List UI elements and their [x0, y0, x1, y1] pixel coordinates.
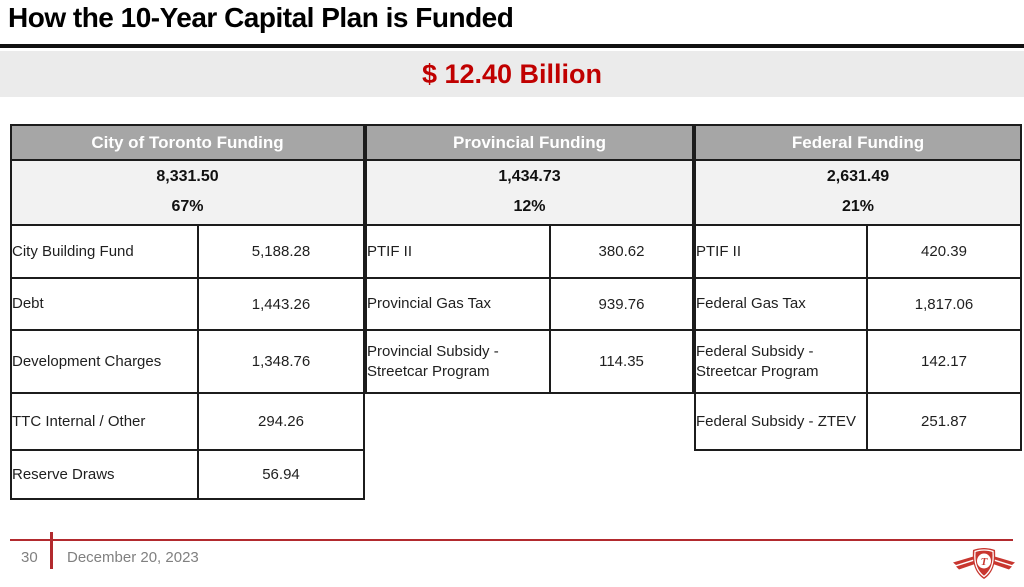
row-label: Debt — [10, 277, 199, 331]
table-row: Federal Gas Tax 1,817.06 — [694, 277, 1022, 331]
total-amount-text: $ 12.40 Billion — [421, 58, 603, 89]
funding-tables: City of Toronto Funding 8,331.50 67% Cit… — [10, 124, 1022, 500]
row-value: 251.87 — [866, 392, 1022, 451]
row-value: 56.94 — [197, 449, 365, 500]
provincial-funding-table: Provincial Funding 1,434.73 12% PTIF II … — [365, 124, 694, 394]
row-value: 114.35 — [549, 329, 694, 394]
table-row: Development Charges 1,348.76 — [10, 329, 365, 394]
row-label: Federal Gas Tax — [694, 277, 868, 331]
table-row: TTC Internal / Other 294.26 — [10, 392, 365, 451]
footer-divider — [50, 532, 53, 569]
provincial-funding-total: 1,434.73 — [498, 168, 561, 185]
ttc-logo-icon: T — [953, 548, 1015, 579]
row-label: Federal Subsidy - Streetcar Program — [694, 329, 868, 394]
row-value: 380.62 — [549, 224, 694, 279]
page-title: How the 10-Year Capital Plan is Funded — [8, 2, 514, 33]
federal-funding-table: Federal Funding 2,631.49 21% PTIF II 420… — [694, 124, 1022, 451]
footer-date: December 20, 2023 — [67, 549, 199, 566]
provincial-funding-summary: 1,434.73 12% — [365, 159, 694, 226]
svg-text:T: T — [981, 556, 989, 568]
city-funding-table: City of Toronto Funding 8,331.50 67% Cit… — [10, 124, 365, 500]
row-label: Provincial Gas Tax — [365, 277, 551, 331]
table-row: Reserve Draws 56.94 — [10, 449, 365, 500]
city-funding-summary: 8,331.50 67% — [10, 159, 365, 226]
row-label: Development Charges — [10, 329, 199, 394]
row-value: 1,348.76 — [197, 329, 365, 394]
row-value: 142.17 — [866, 329, 1022, 394]
row-value: 939.76 — [549, 277, 694, 331]
page-number: 30 — [21, 549, 38, 566]
table-row: Provincial Subsidy - Streetcar Program 1… — [365, 329, 694, 394]
federal-funding-summary: 2,631.49 21% — [694, 159, 1022, 226]
table-row: PTIF II 380.62 — [365, 224, 694, 279]
total-banner: $ 12.40 Billion — [0, 51, 1024, 97]
table-row: Federal Subsidy - ZTEV 251.87 — [694, 392, 1022, 451]
federal-funding-total: 2,631.49 — [826, 168, 890, 185]
row-value: 1,443.26 — [197, 277, 365, 331]
row-label: Reserve Draws — [10, 449, 199, 500]
row-label: City Building Fund — [10, 224, 199, 279]
row-value: 420.39 — [866, 224, 1022, 279]
city-funding-header: City of Toronto Funding — [10, 124, 365, 161]
city-funding-total: 8,331.50 — [156, 168, 219, 185]
row-value: 1,817.06 — [866, 277, 1022, 331]
row-value: 5,188.28 — [197, 224, 365, 279]
row-label: TTC Internal / Other — [10, 392, 199, 451]
provincial-funding-percent: 12% — [513, 198, 546, 215]
table-row: Provincial Gas Tax 939.76 — [365, 277, 694, 331]
title-underline — [0, 44, 1024, 48]
provincial-funding-header: Provincial Funding — [365, 124, 694, 161]
table-row: Debt 1,443.26 — [10, 277, 365, 331]
row-label: Provincial Subsidy - Streetcar Program — [365, 329, 551, 394]
footer-rule — [10, 539, 1013, 541]
federal-funding-percent: 21% — [841, 198, 875, 215]
table-row: PTIF II 420.39 — [694, 224, 1022, 279]
row-label: PTIF II — [694, 224, 868, 279]
row-label: PTIF II — [365, 224, 551, 279]
city-funding-percent: 67% — [171, 198, 204, 215]
row-value: 294.26 — [197, 392, 365, 451]
table-row: City Building Fund 5,188.28 — [10, 224, 365, 279]
row-label: Federal Subsidy - ZTEV — [694, 392, 868, 451]
federal-funding-header: Federal Funding — [694, 124, 1022, 161]
table-row: Federal Subsidy - Streetcar Program 142.… — [694, 329, 1022, 394]
